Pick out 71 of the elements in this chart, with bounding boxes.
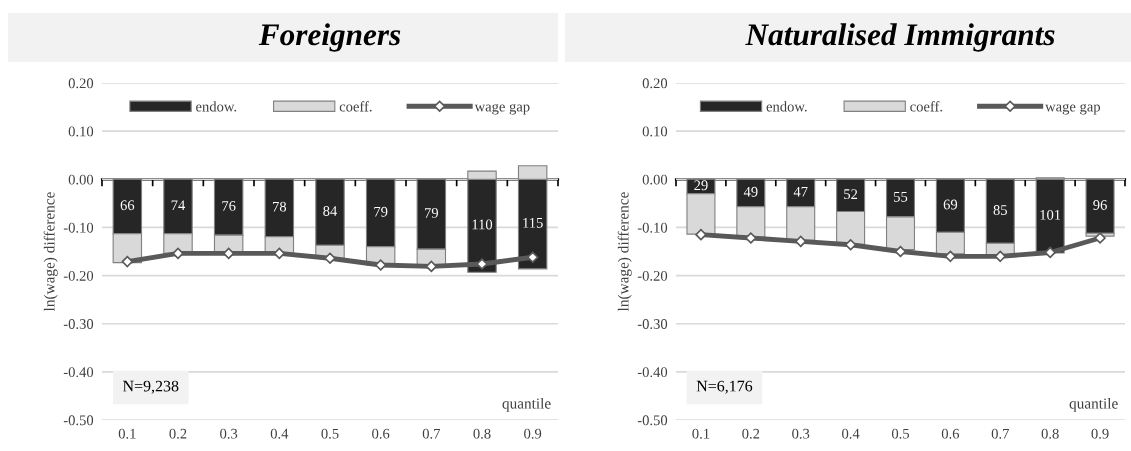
annotation: 101 bbox=[1040, 209, 1061, 220]
x-tick-label: 0.6 bbox=[372, 428, 390, 439]
y-tick-label: 0.10 bbox=[68, 126, 94, 137]
annotation: 76 bbox=[222, 201, 236, 211]
x-tick-label: 0.3 bbox=[220, 428, 238, 439]
x-tick-label: 0.8 bbox=[1041, 428, 1059, 439]
annotation: 69 bbox=[943, 199, 958, 210]
legend-label: endow. bbox=[766, 101, 807, 112]
annotation: 55 bbox=[894, 192, 908, 202]
x-tick-label: 0.4 bbox=[270, 428, 289, 439]
y-tick-label: -0.30 bbox=[637, 319, 668, 329]
x-tick-label: 0.8 bbox=[473, 428, 491, 439]
chart-title: Foreigners bbox=[258, 23, 401, 52]
x-tick-label: 0.6 bbox=[941, 428, 960, 439]
legend-label: coeff. bbox=[339, 101, 372, 112]
annotation: 110 bbox=[472, 219, 493, 230]
point bbox=[324, 252, 336, 264]
annotation: 49 bbox=[743, 186, 758, 197]
x-tick-label: 0.1 bbox=[118, 428, 136, 439]
annotation: N=9,238 bbox=[122, 380, 179, 394]
bar bbox=[1085, 178, 1115, 234]
y-tick-label: -0.40 bbox=[63, 367, 94, 378]
annotation: 47 bbox=[793, 186, 808, 197]
annotation: 74 bbox=[171, 200, 186, 210]
y-tick-label: -0.20 bbox=[63, 270, 94, 281]
annotation: 79 bbox=[374, 206, 388, 217]
annotation: 29 bbox=[694, 180, 708, 191]
bar bbox=[1035, 178, 1065, 254]
legend-label: wage gap bbox=[1045, 103, 1101, 115]
x-tick-label: 0.7 bbox=[991, 428, 1009, 439]
x-axis-title: quantile bbox=[1069, 397, 1118, 412]
x-tick-label: 0.4 bbox=[842, 428, 860, 439]
y-tick-label: 0.00 bbox=[68, 174, 94, 185]
chart-title: Naturalised Immigrants bbox=[745, 23, 1055, 52]
y-tick-label: -0.30 bbox=[63, 319, 94, 329]
x-tick-label: 0.2 bbox=[169, 428, 187, 439]
x-tick-label: 0.1 bbox=[692, 428, 710, 439]
y-tick-label: 0.10 bbox=[642, 126, 668, 137]
annotation: 115 bbox=[523, 217, 543, 228]
annotation: 85 bbox=[993, 205, 1007, 215]
y-tick-label: -0.10 bbox=[63, 222, 94, 233]
x-tick-label: 0.9 bbox=[524, 428, 542, 439]
point bbox=[1094, 232, 1106, 244]
y-tick-label: -0.20 bbox=[637, 270, 668, 281]
annotation: 52 bbox=[844, 189, 858, 200]
x-tick-label: 0.5 bbox=[891, 428, 910, 439]
legend-label: endow. bbox=[196, 101, 237, 112]
annotation: 79 bbox=[425, 208, 439, 218]
x-axis-title: quantile bbox=[502, 397, 551, 412]
y-tick-label: -0.50 bbox=[63, 415, 94, 426]
y-tick-label: -0.50 bbox=[637, 415, 668, 426]
annotation: 66 bbox=[120, 200, 135, 211]
annotation: N=6,176 bbox=[696, 380, 753, 394]
y-tick-label: 0.20 bbox=[642, 78, 668, 89]
x-tick-label: 0.7 bbox=[422, 428, 441, 439]
annotation: 96 bbox=[1093, 200, 1107, 210]
y-tick-label: 0.00 bbox=[642, 174, 668, 185]
x-tick-label: 0.9 bbox=[1091, 428, 1109, 439]
point bbox=[172, 247, 184, 260]
legend-label: wage gap bbox=[474, 103, 530, 115]
annotation: 78 bbox=[273, 201, 287, 212]
y-axis-title: ln(wage) difference bbox=[43, 192, 58, 312]
y-tick-label: 0.20 bbox=[68, 78, 94, 89]
y-tick-label: -0.40 bbox=[637, 367, 668, 378]
y-tick-label: -0.10 bbox=[637, 222, 668, 233]
x-tick-label: 0.5 bbox=[321, 428, 339, 439]
legend-label: coeff. bbox=[910, 101, 943, 112]
x-tick-label: 0.2 bbox=[742, 428, 760, 439]
y-axis-title: ln(wage) difference bbox=[617, 192, 632, 312]
annotation: 84 bbox=[323, 206, 338, 216]
x-tick-label: 0.3 bbox=[792, 428, 810, 439]
